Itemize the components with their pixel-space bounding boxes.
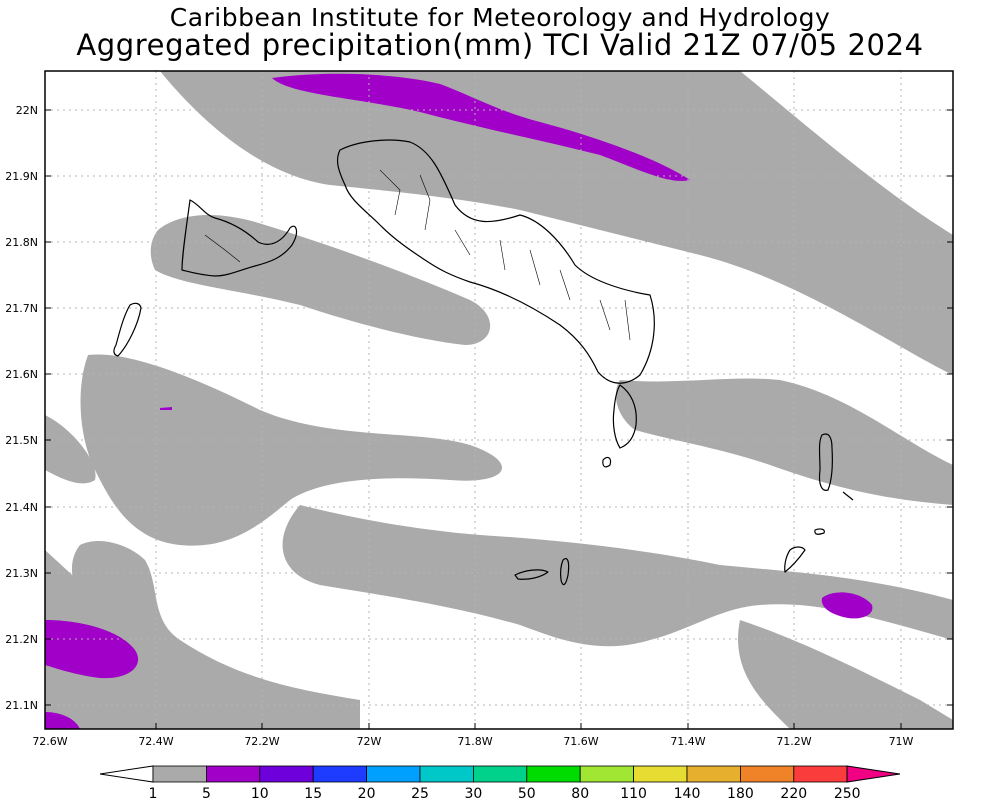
lon-label: 72W	[357, 735, 382, 748]
lat-labels: 22N 21.9N 21.8N 21.7N 21.6N 21.5N 21.4N …	[5, 104, 38, 712]
lat-label: 22N	[16, 104, 38, 117]
lat-label: 21.7N	[5, 302, 38, 315]
colorbar: 1 5 10 15 20 25 30 50 80 110 140 180 220 250	[99, 765, 901, 800]
colorbar-label: 20	[358, 786, 376, 800]
lat-label: 21.5N	[5, 434, 38, 447]
island-outlines	[113, 139, 854, 586]
colorbar-label: 1	[149, 786, 158, 800]
lon-label: 72.2W	[244, 735, 279, 748]
colorbar-label: 180	[727, 786, 754, 800]
map-title-line2: Aggregated precipitation(mm) TCI Valid 2…	[76, 28, 924, 62]
lat-label: 21.2N	[5, 633, 38, 646]
colorbar-label: 10	[251, 786, 269, 800]
precip-band-middle	[80, 354, 503, 546]
colorbar-label: 250	[834, 786, 861, 800]
colorbar-box	[740, 765, 795, 783]
grand-turk-island	[818, 433, 833, 491]
colorbar-box	[419, 765, 474, 783]
lon-label: 71.8W	[457, 735, 492, 748]
islet-4	[842, 491, 854, 501]
lon-label: 71.4W	[670, 735, 705, 748]
colorbar-box	[633, 765, 688, 783]
map-frame	[44, 70, 954, 730]
precip-speck	[160, 407, 172, 410]
precip-5-10mm-areas	[45, 73, 873, 729]
lon-label: 72.4W	[138, 735, 173, 748]
west-caicos-island	[113, 302, 142, 357]
map-title-line1: Caribbean Institute for Meteorology and …	[169, 3, 831, 32]
lat-label: 21.3N	[5, 567, 38, 580]
map-gridlines	[45, 71, 953, 729]
providenciales-island	[181, 199, 298, 277]
lat-label: 21.8N	[5, 236, 38, 249]
lat-label: 21.1N	[5, 699, 38, 712]
lon-label: 72.6W	[32, 735, 67, 748]
precip-max-west	[45, 620, 139, 679]
colorbar-label: 25	[411, 786, 429, 800]
precip-max-north	[272, 73, 690, 181]
precip-band-south-long	[282, 505, 953, 647]
lat-label: 21.6N	[5, 368, 38, 381]
colorbar-box	[526, 765, 581, 783]
north-caicos-middle-caicos	[336, 139, 655, 384]
colorbar-box	[312, 765, 368, 783]
district-boundaries	[204, 169, 631, 341]
colorbar-box	[366, 765, 421, 783]
precip-band-top	[160, 71, 953, 375]
lon-labels: 72.6W 72.4W 72.2W 72W 71.8W 71.6W 71.4W …	[32, 735, 913, 748]
lat-label: 21.9N	[5, 170, 38, 183]
lat-label: 21.4N	[5, 501, 38, 514]
precip-band-southeast	[738, 620, 953, 729]
lon-ticks	[155, 723, 902, 729]
east-caicos-tip	[612, 384, 637, 449]
colorbar-label: 15	[304, 786, 322, 800]
colorbar-label: 220	[780, 786, 807, 800]
colorbar-box	[472, 765, 528, 783]
islet-3	[814, 528, 825, 535]
colorbar-label: 30	[464, 786, 482, 800]
precip-band-southwest	[45, 415, 96, 484]
south-caicos-islet	[514, 569, 549, 580]
colorbar-label: 50	[518, 786, 536, 800]
colorbar-label: 80	[571, 786, 589, 800]
colorbar-box	[152, 765, 207, 783]
colorbar-low-arrow	[99, 765, 154, 783]
precip-1-5mm-areas	[45, 71, 953, 729]
precip-band-lower-mid	[71, 540, 360, 729]
islet-2	[602, 456, 612, 468]
precip-band-west-island	[150, 214, 491, 345]
precip-max-east	[821, 592, 873, 619]
colorbar-box	[793, 765, 848, 783]
lat-ticks	[45, 109, 953, 706]
precip-band-east	[615, 378, 953, 505]
colorbar-label: 5	[202, 786, 211, 800]
colorbar-box	[259, 765, 314, 783]
colorbar-box	[579, 765, 635, 783]
precip-max-southwest-corner	[45, 712, 80, 729]
colorbar-high-arrow	[846, 765, 901, 783]
colorbar-box	[205, 765, 261, 783]
colorbar-label: 140	[674, 786, 701, 800]
colorbar-boxes	[152, 765, 848, 783]
lon-label: 71W	[889, 735, 914, 748]
lon-label: 71.6W	[563, 735, 598, 748]
salt-cay-island	[784, 546, 806, 573]
lon-label: 71.2W	[776, 735, 811, 748]
colorbar-label: 110	[620, 786, 647, 800]
colorbar-labels: 1 5 10 15 20 25 30 50 80 110 140 180 220 250	[149, 786, 861, 800]
islet-1	[560, 557, 570, 586]
map-plot-area	[45, 71, 953, 729]
precip-band-south	[45, 550, 360, 729]
colorbar-box	[686, 765, 741, 783]
